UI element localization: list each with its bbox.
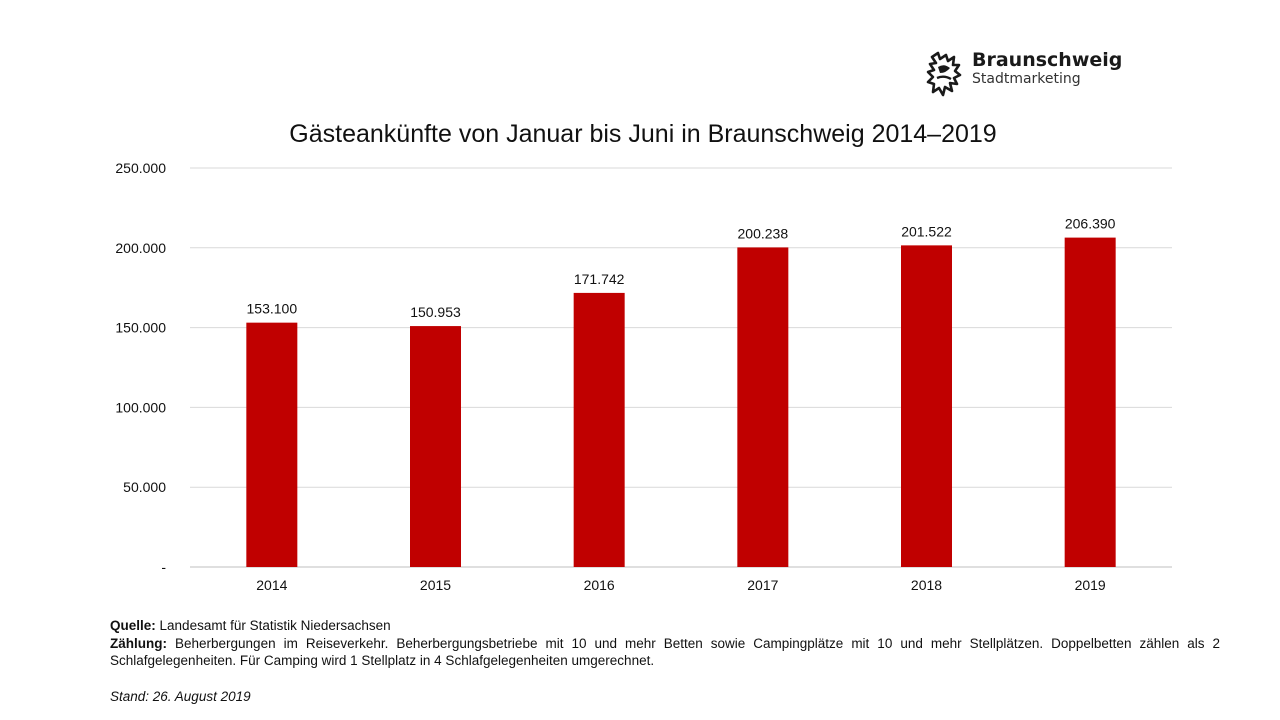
y-tick-label: 250.000: [115, 160, 166, 176]
y-tick-label: 150.000: [115, 320, 166, 336]
data-label: 201.522: [901, 223, 952, 239]
lion-icon: [926, 51, 962, 97]
bar: [573, 292, 625, 567]
x-tick-label: 2015: [420, 577, 451, 593]
bar: [737, 247, 789, 567]
data-label: 150.953: [410, 304, 461, 320]
x-tick-label: 2016: [584, 577, 615, 593]
data-label: 206.390: [1065, 216, 1116, 232]
logo-brand-subtitle: Stadtmarketing: [972, 71, 1081, 87]
count-note: Zählung: Beherbergungen im Reiseverkehr.…: [110, 635, 1220, 670]
y-tick-label: -: [161, 559, 166, 575]
braunschweig-logo: Braunschweig Stadtmarketing: [926, 48, 1126, 104]
x-tick-label: 2017: [747, 577, 778, 593]
source-label: Quelle:: [110, 618, 156, 633]
data-label: 200.238: [738, 225, 789, 241]
y-tick-label: 200.000: [115, 240, 166, 256]
bar: [410, 326, 461, 567]
bar: [901, 245, 952, 567]
x-tick-label: 2019: [1075, 577, 1106, 593]
count-text: Beherbergungen im Reiseverkehr. Beherber…: [110, 635, 1220, 669]
bar: [246, 322, 298, 567]
source-note: Quelle: Landesamt für Statistik Niedersa…: [110, 617, 1220, 635]
bar: [1064, 237, 1116, 567]
x-tick-label: 2014: [256, 577, 287, 593]
data-label: 153.100: [247, 301, 298, 317]
stand-date: Stand: 26. August 2019: [110, 689, 251, 704]
chart-title: Gästeankünfte von Januar bis Juni in Bra…: [289, 120, 997, 148]
y-tick-label: 100.000: [115, 399, 166, 415]
x-tick-label: 2018: [911, 577, 942, 593]
y-tick-label: 50.000: [123, 479, 166, 495]
data-label: 171.742: [574, 271, 625, 287]
source-text: Landesamt für Statistik Niedersachsen: [159, 618, 391, 633]
chart-notes: Quelle: Landesamt für Statistik Niedersa…: [110, 617, 1220, 670]
count-label: Zählung:: [110, 635, 167, 651]
logo-brand-name: Braunschweig: [972, 49, 1123, 71]
